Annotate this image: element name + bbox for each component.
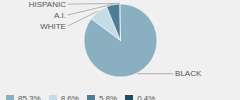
svg-text:WHITE: WHITE — [40, 22, 66, 31]
svg-text:HISPANIC: HISPANIC — [29, 0, 66, 9]
svg-text:BLACK: BLACK — [175, 69, 202, 78]
svg-text:A.I.: A.I. — [54, 11, 66, 20]
